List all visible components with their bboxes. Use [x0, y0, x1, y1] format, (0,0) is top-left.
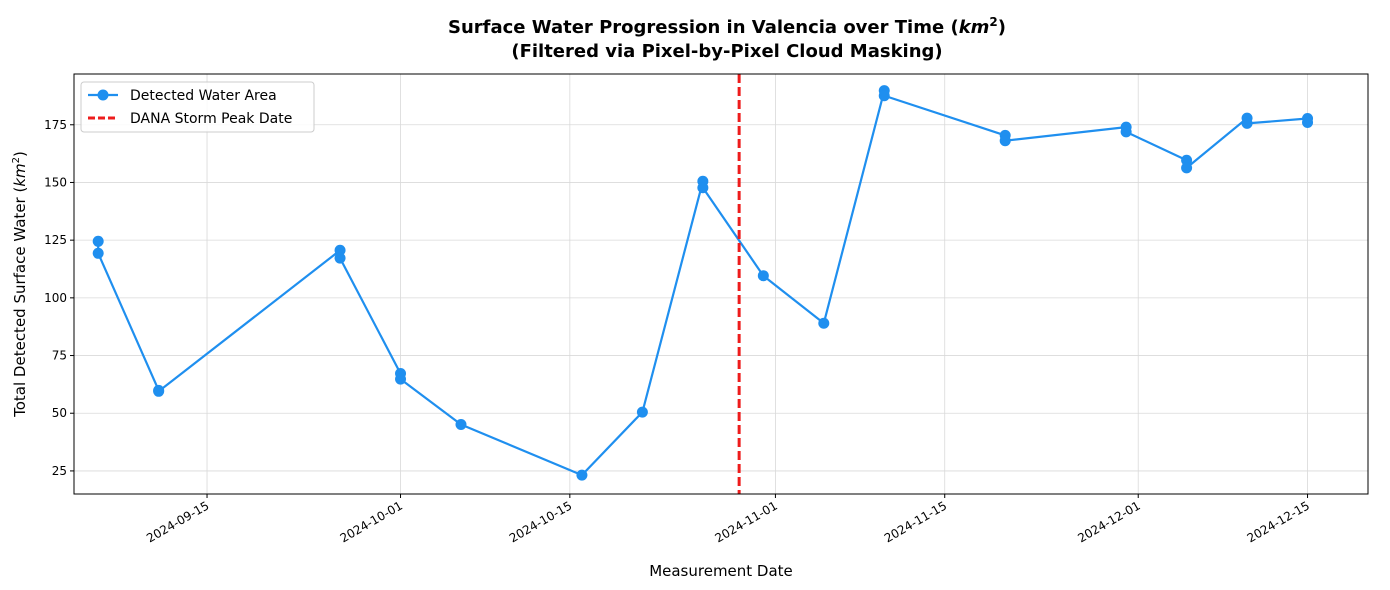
x-ticks: 2024-09-15 2024-10-01 2024-10-15 2024-11-01… — [144, 494, 1312, 545]
title-end: ) — [997, 17, 1007, 38]
data-point — [878, 90, 890, 102]
marker-group — [92, 85, 1314, 481]
data-point — [1302, 116, 1314, 128]
series-line-group — [97, 89, 1309, 477]
x-tick-label: 2024-12-01 — [1075, 498, 1142, 545]
data-point — [334, 244, 346, 256]
x-tick-label: 2024-11-01 — [713, 498, 780, 545]
y-tick-label: 75 — [52, 349, 67, 363]
x-tick-label: 2024-09-15 — [144, 498, 211, 545]
legend-box — [80, 81, 315, 133]
legend-label-storm: DANA Storm Peak Date — [130, 111, 292, 127]
y-tick-label: 25 — [52, 464, 67, 478]
x-tick-label: 2024-12-15 — [1245, 498, 1312, 545]
data-point — [1120, 126, 1132, 138]
data-point — [999, 135, 1011, 147]
data-point — [1181, 162, 1193, 174]
data-point — [1181, 154, 1193, 166]
y-tick-label: 50 — [52, 406, 67, 420]
data-point — [697, 182, 709, 194]
title-unit: km — [958, 17, 990, 38]
grid-lines — [74, 74, 1368, 494]
chart-title: Surface Water Progression in Valencia ov… — [0, 10, 1390, 64]
series-line-water — [97, 89, 1309, 477]
title-text: Surface Water Progression in Valencia ov… — [447, 17, 959, 38]
legend: Detected Water Area DANA Storm Peak Date — [80, 81, 315, 133]
y-tick-label: 175 — [44, 118, 67, 132]
data-point — [636, 406, 648, 418]
data-point — [757, 270, 769, 282]
x-tick-label: 2024-11-15 — [882, 498, 949, 545]
title-unit-exp: 2 — [989, 15, 998, 29]
data-point — [576, 469, 588, 481]
legend-label-water: Detected Water Area — [130, 88, 277, 104]
data-point — [455, 419, 467, 431]
y-tick-label: 125 — [44, 233, 67, 247]
data-point — [92, 235, 104, 247]
data-point — [395, 373, 407, 385]
data-point — [1241, 117, 1253, 129]
data-point — [153, 385, 165, 397]
x-axis-label: Measurement Date — [649, 562, 793, 580]
x-tick-label: 2024-10-01 — [338, 498, 405, 545]
plot-frame — [73, 73, 1369, 495]
data-point — [334, 252, 346, 264]
data-point — [818, 317, 830, 329]
chart-title-line1: Surface Water Progression in Valencia ov… — [0, 10, 1390, 40]
y-tick-label: 150 — [44, 175, 67, 189]
legend-marker-water — [97, 89, 109, 101]
y-ticks: 25 50 75 100 125 150 175 — [44, 118, 74, 478]
x-tick-label: 2024-10-15 — [507, 498, 574, 545]
y-axis-label: Total Detected Surface Water (km2) — [11, 151, 29, 418]
chart-title-line2: (Filtered via Pixel-by-Pixel Cloud Maski… — [511, 41, 943, 62]
y-tick-label: 100 — [44, 291, 67, 305]
data-point — [92, 247, 104, 259]
